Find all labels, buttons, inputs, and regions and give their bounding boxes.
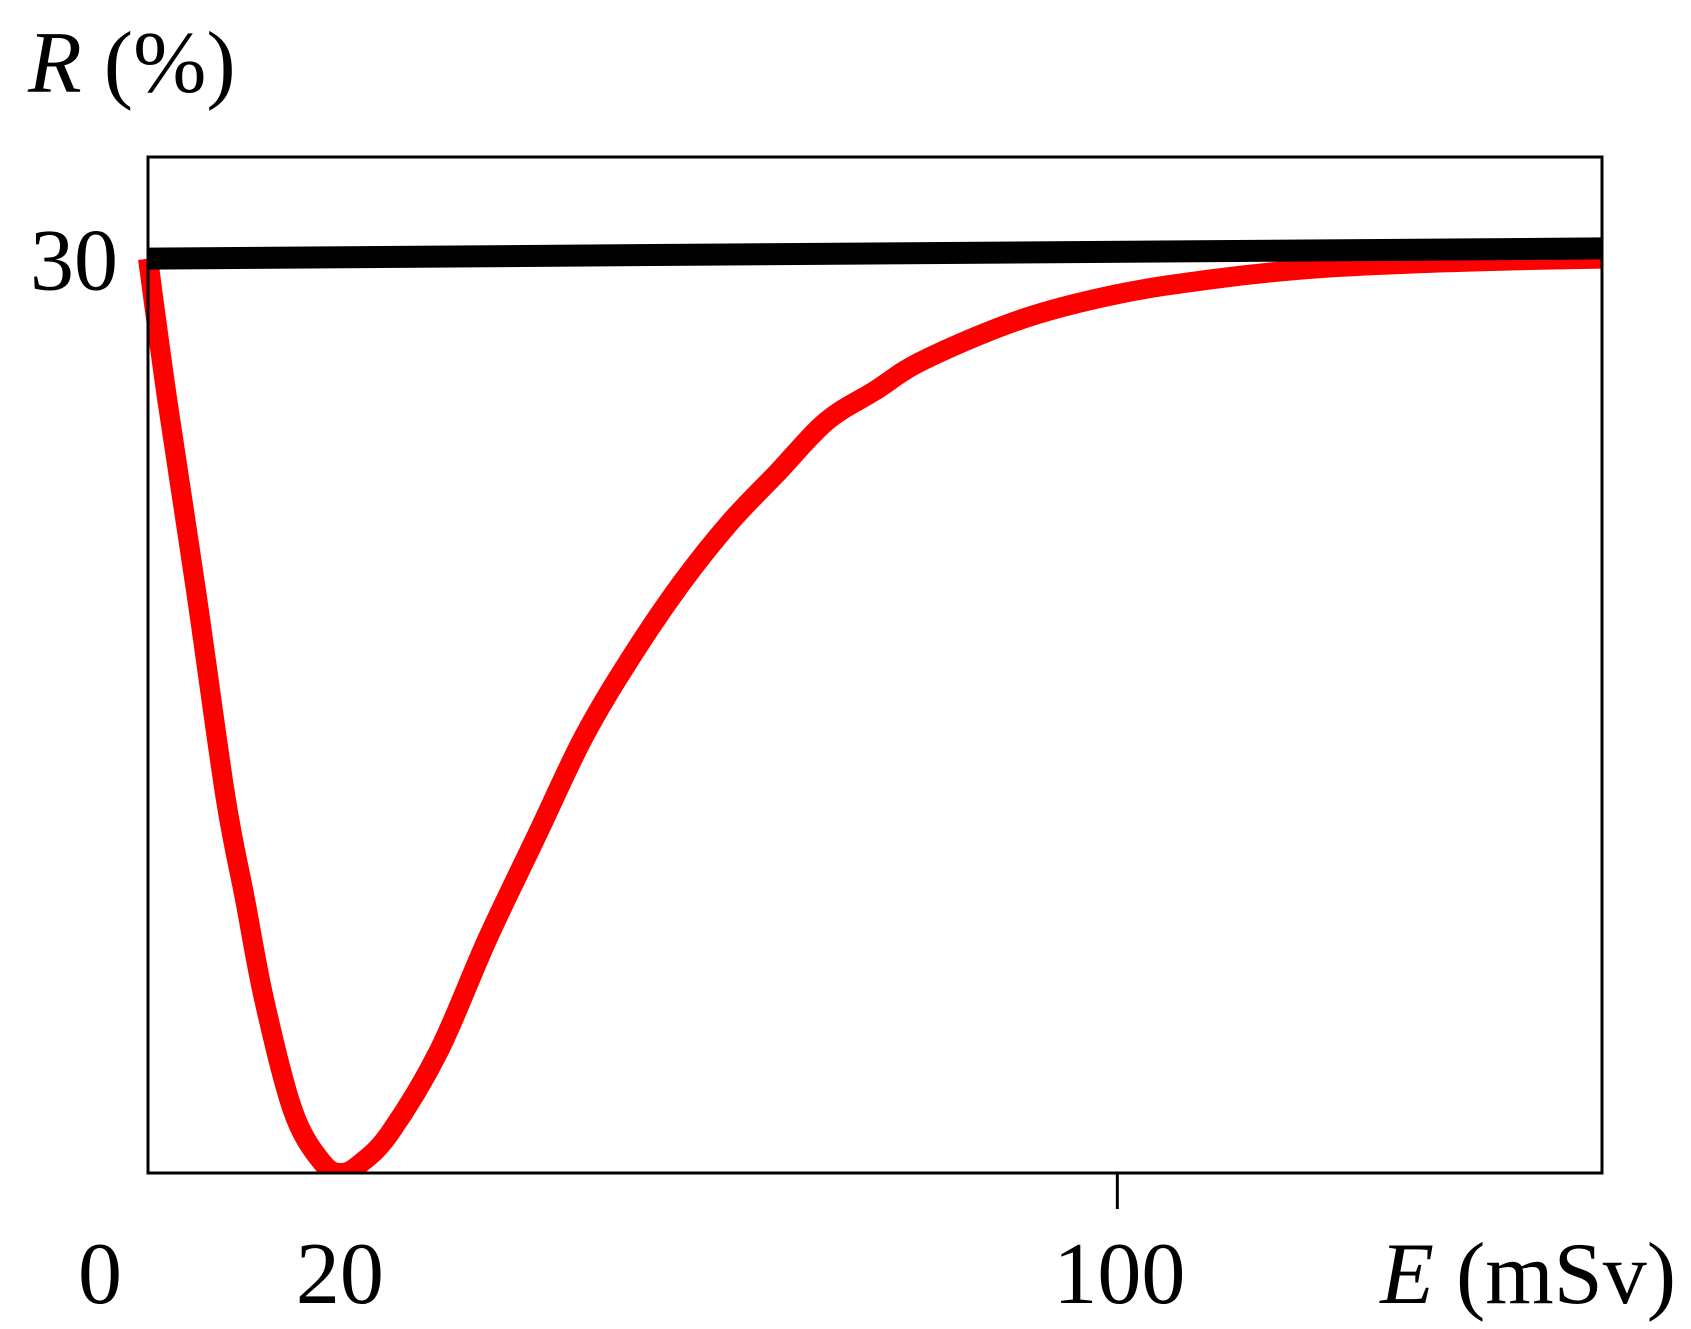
x-tick-label-20: 20 [296,1226,384,1323]
ticks-layer: 0 20 100 30 [30,213,1185,1323]
y-tick-label-30: 30 [30,213,118,310]
series-line-black [147,237,1603,270]
series-line-red [138,248,1603,1173]
series-layer [138,237,1603,1173]
x-tick-label-0: 0 [78,1226,122,1323]
x-tick-label-100: 100 [1053,1226,1185,1323]
plot-frame [146,155,1604,1175]
y-axis-label: R (%) [27,15,236,112]
x-axis-label: E (mSv) [1378,1226,1676,1323]
